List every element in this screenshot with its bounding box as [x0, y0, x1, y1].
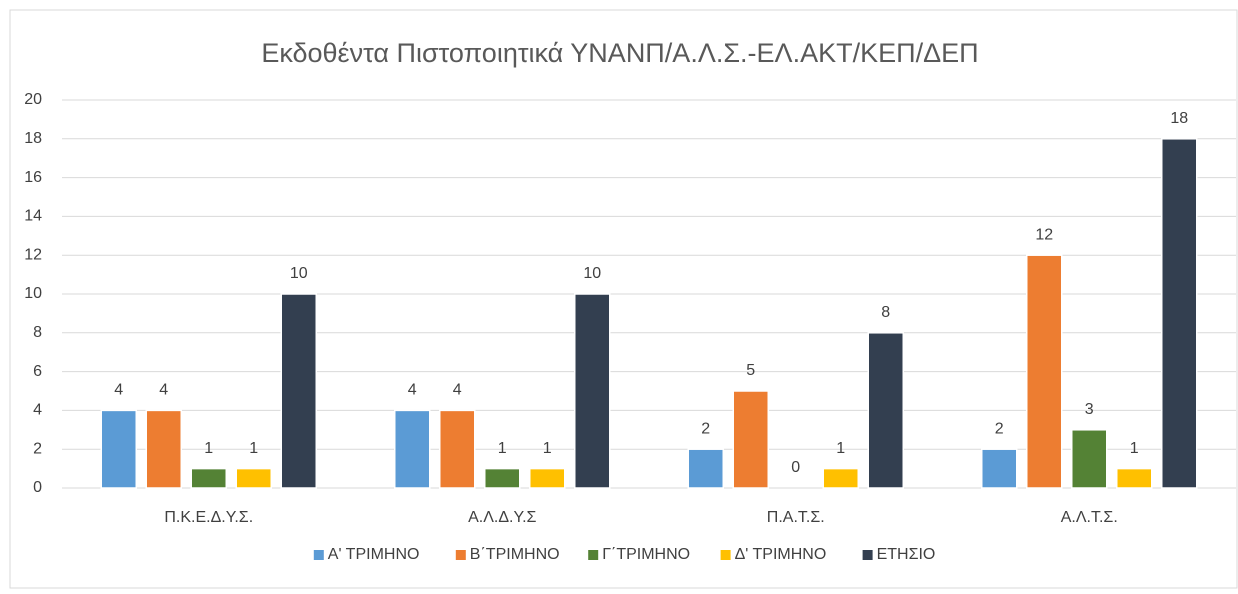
bar	[687, 448, 724, 489]
legend-label: Β΄ΤΡΙΜΗΝΟ	[470, 546, 560, 563]
bar	[1116, 467, 1153, 489]
data-label: 4	[453, 382, 462, 399]
data-label: 10	[583, 265, 601, 282]
bar	[574, 293, 611, 489]
data-label: 1	[204, 440, 213, 457]
y-tick-label: 10	[24, 285, 42, 302]
bar	[235, 467, 272, 489]
y-tick-label: 2	[33, 440, 42, 457]
data-label: 18	[1170, 110, 1188, 127]
y-tick-label: 4	[33, 402, 42, 419]
data-label: 12	[1035, 226, 1053, 243]
bar	[981, 448, 1018, 489]
bar	[1161, 138, 1198, 489]
x-tick-label: Π.Α.Τ.Σ.	[767, 509, 825, 526]
data-label: 4	[159, 382, 168, 399]
legend-label: Α' ΤΡΙΜΗΝΟ	[328, 546, 420, 563]
bar	[529, 467, 566, 489]
y-tick-label: 6	[33, 363, 42, 380]
chart-title: Εκδοθέντα Πιστοποιητικά ΥΝΑΝΠ/Α.Λ.Σ.-ΕΛ.…	[261, 38, 978, 68]
legend-swatch	[455, 550, 466, 560]
data-label: 2	[701, 420, 710, 437]
data-label: 1	[543, 440, 552, 457]
data-label: 0	[791, 459, 800, 476]
bar	[145, 409, 182, 489]
legend-swatch	[588, 550, 599, 560]
bar	[732, 390, 769, 489]
data-label: 3	[1085, 401, 1094, 418]
y-tick-label: 12	[24, 246, 42, 263]
y-tick-label: 8	[33, 324, 42, 341]
data-label: 10	[290, 265, 308, 282]
legend-swatch	[720, 550, 731, 560]
x-tick-label: Α.Λ.Δ.Υ.Σ	[468, 509, 536, 526]
bar	[1071, 429, 1108, 489]
data-label: 5	[746, 362, 755, 379]
data-label: 1	[836, 440, 845, 457]
bar	[280, 293, 317, 489]
bar	[822, 467, 859, 489]
legend-label: Δ' ΤΡΙΜΗΝΟ	[735, 546, 827, 563]
legend-swatch	[862, 550, 873, 560]
x-tick-label: Π.Κ.Ε.Δ.Υ.Σ.	[164, 509, 253, 526]
data-label: 2	[995, 420, 1004, 437]
x-tick-label: Α.Λ.Τ.Σ.	[1061, 509, 1118, 526]
y-tick-label: 20	[24, 91, 42, 108]
data-label: 4	[114, 382, 123, 399]
y-tick-label: 0	[33, 479, 42, 496]
y-tick-label: 14	[24, 208, 42, 225]
data-label: 4	[408, 382, 417, 399]
bar	[100, 409, 137, 489]
data-label: 1	[1130, 440, 1139, 457]
legend-swatch	[313, 550, 324, 560]
data-label: 1	[498, 440, 507, 457]
legend-label: Γ΄ΤΡΙΜΗΝΟ	[602, 546, 690, 563]
bar	[190, 467, 227, 489]
bar	[439, 409, 476, 489]
data-label: 1	[249, 440, 258, 457]
bar	[1026, 254, 1063, 489]
y-tick-label: 18	[24, 130, 42, 147]
y-tick-label: 16	[24, 169, 42, 186]
legend-label: ΕΤΗΣΙΟ	[877, 546, 936, 563]
bar	[867, 332, 904, 489]
bar	[394, 409, 431, 489]
bar	[484, 467, 521, 489]
data-label: 8	[881, 304, 890, 321]
